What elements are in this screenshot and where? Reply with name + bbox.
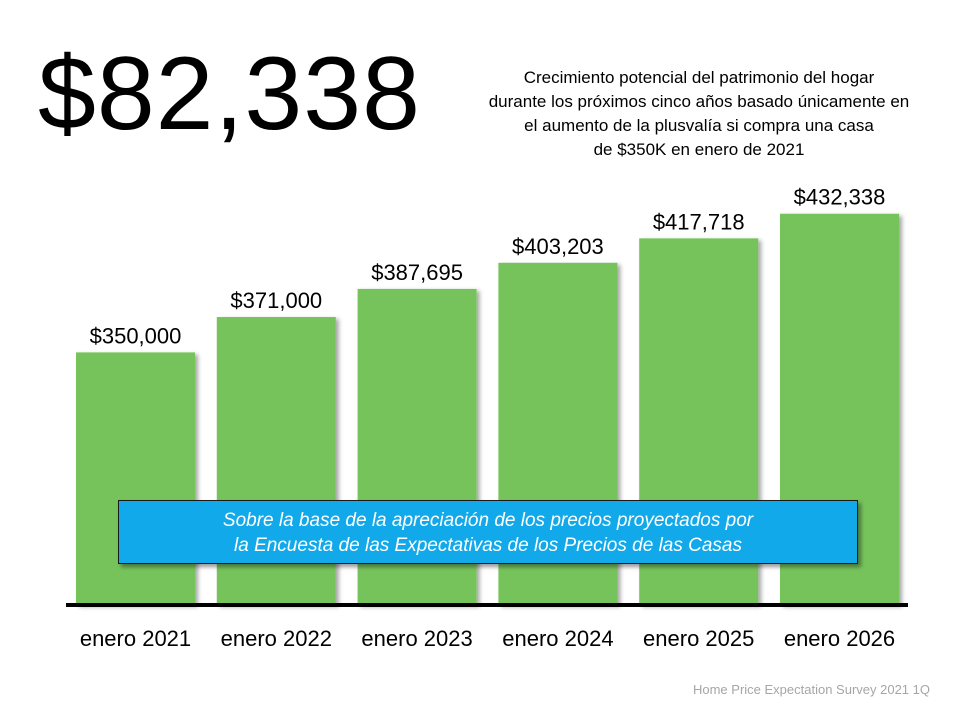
description-line: de $350K en enero de 2021 bbox=[593, 140, 805, 159]
headline-value: $82,338 bbox=[38, 36, 421, 152]
data-label: $371,000 bbox=[230, 288, 322, 313]
data-label: $417,718 bbox=[653, 209, 745, 234]
x-tick-label: enero 2024 bbox=[502, 626, 613, 651]
note-box: Sobre la base de la apreciación de los p… bbox=[118, 500, 858, 564]
data-label: $432,338 bbox=[794, 185, 886, 210]
x-tick-label: enero 2023 bbox=[361, 626, 472, 651]
x-tick-label: enero 2021 bbox=[80, 626, 191, 651]
data-label: $403,203 bbox=[512, 234, 604, 259]
data-label: $387,695 bbox=[371, 260, 463, 285]
bar bbox=[76, 352, 195, 605]
description-line: durante los próximos cinco años basado ú… bbox=[488, 92, 910, 111]
description-line: el aumento de la plusvalía si compra una… bbox=[524, 116, 874, 135]
description-line: Crecimiento potencial del patrimonio del… bbox=[523, 68, 875, 87]
description: Crecimiento potencial del patrimonio del… bbox=[452, 66, 946, 162]
x-tick-label: enero 2022 bbox=[221, 626, 332, 651]
x-tick-label: enero 2025 bbox=[643, 626, 754, 651]
x-tick-label: enero 2026 bbox=[784, 626, 895, 651]
data-label: $350,000 bbox=[90, 323, 182, 348]
note-line: la Encuesta de las Expectativas de los P… bbox=[234, 535, 742, 556]
source-text: Home Price Expectation Survey 2021 1Q bbox=[692, 682, 930, 697]
note-line: Sobre la base de la apreciación de los p… bbox=[222, 510, 754, 531]
